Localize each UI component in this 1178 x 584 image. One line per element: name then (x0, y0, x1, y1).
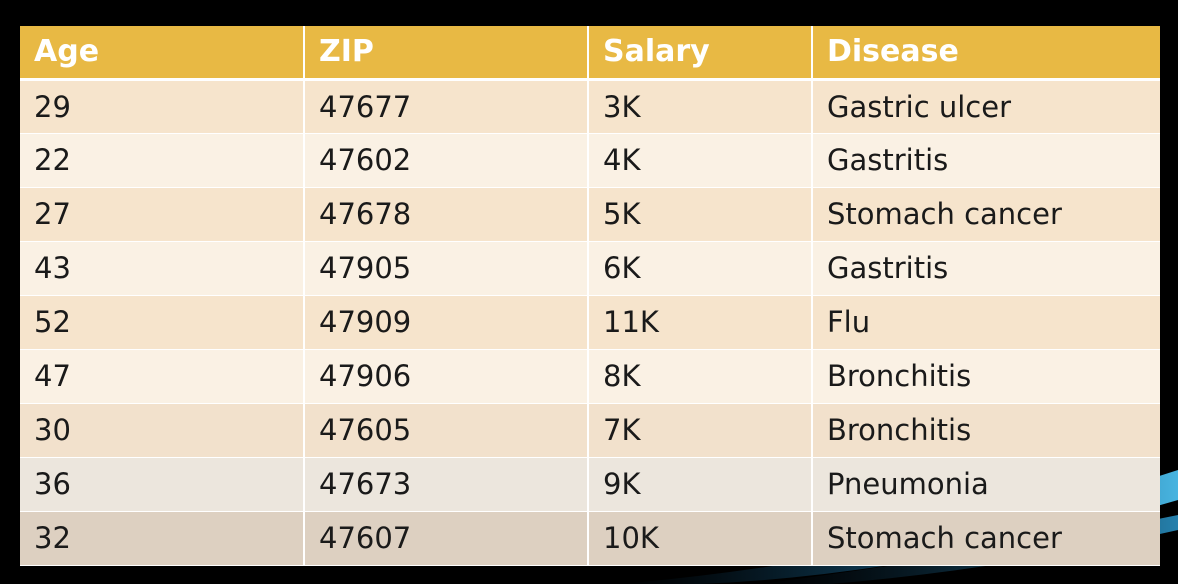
cell-age: 29 (20, 79, 305, 134)
cell-age: 30 (20, 403, 305, 458)
cell-zip: 47605 (304, 403, 589, 458)
table-row: 47 47906 8K Bronchitis (20, 349, 1160, 404)
cell-age: 32 (20, 511, 305, 566)
cell-disease: Flu (812, 295, 1160, 350)
cell-age: 43 (20, 241, 305, 296)
table-header-row: Age ZIP Salary Disease (20, 26, 1160, 81)
column-header-zip: ZIP (304, 26, 589, 81)
cell-age: 27 (20, 187, 305, 242)
cell-salary: 10K (588, 511, 813, 566)
cell-disease: Gastritis (812, 133, 1160, 188)
cell-age: 52 (20, 295, 305, 350)
cell-zip: 47677 (304, 79, 589, 134)
cell-zip: 47602 (304, 133, 589, 188)
cell-zip: 47607 (304, 511, 589, 566)
data-table: Age ZIP Salary Disease 29 47677 3K Gastr… (20, 26, 1160, 566)
cell-disease: Gastritis (812, 241, 1160, 296)
cell-age: 47 (20, 349, 305, 404)
cell-salary: 4K (588, 133, 813, 188)
column-header-age: Age (20, 26, 305, 81)
cell-age: 22 (20, 133, 305, 188)
cell-zip: 47906 (304, 349, 589, 404)
table-row: 29 47677 3K Gastric ulcer (20, 79, 1160, 134)
table-row: 22 47602 4K Gastritis (20, 133, 1160, 188)
cell-disease: Stomach cancer (812, 511, 1160, 566)
cell-salary: 7K (588, 403, 813, 458)
cell-disease: Stomach cancer (812, 187, 1160, 242)
cell-age: 36 (20, 457, 305, 512)
cell-salary: 9K (588, 457, 813, 512)
cell-salary: 6K (588, 241, 813, 296)
table-row: 36 47673 9K Pneumonia (20, 457, 1160, 512)
cell-zip: 47909 (304, 295, 589, 350)
cell-salary: 11K (588, 295, 813, 350)
table-row: 27 47678 5K Stomach cancer (20, 187, 1160, 242)
cell-zip: 47905 (304, 241, 589, 296)
cell-zip: 47678 (304, 187, 589, 242)
cell-zip: 47673 (304, 457, 589, 512)
column-header-disease: Disease (812, 26, 1160, 81)
cell-disease: Pneumonia (812, 457, 1160, 512)
cell-salary: 5K (588, 187, 813, 242)
cell-disease: Bronchitis (812, 403, 1160, 458)
cell-disease: Gastric ulcer (812, 79, 1160, 134)
column-header-salary: Salary (588, 26, 813, 81)
table-row: 32 47607 10K Stomach cancer (20, 511, 1160, 566)
table-row: 52 47909 11K Flu (20, 295, 1160, 350)
cell-salary: 3K (588, 79, 813, 134)
cell-salary: 8K (588, 349, 813, 404)
cell-disease: Bronchitis (812, 349, 1160, 404)
table-row: 43 47905 6K Gastritis (20, 241, 1160, 296)
table-row: 30 47605 7K Bronchitis (20, 403, 1160, 458)
